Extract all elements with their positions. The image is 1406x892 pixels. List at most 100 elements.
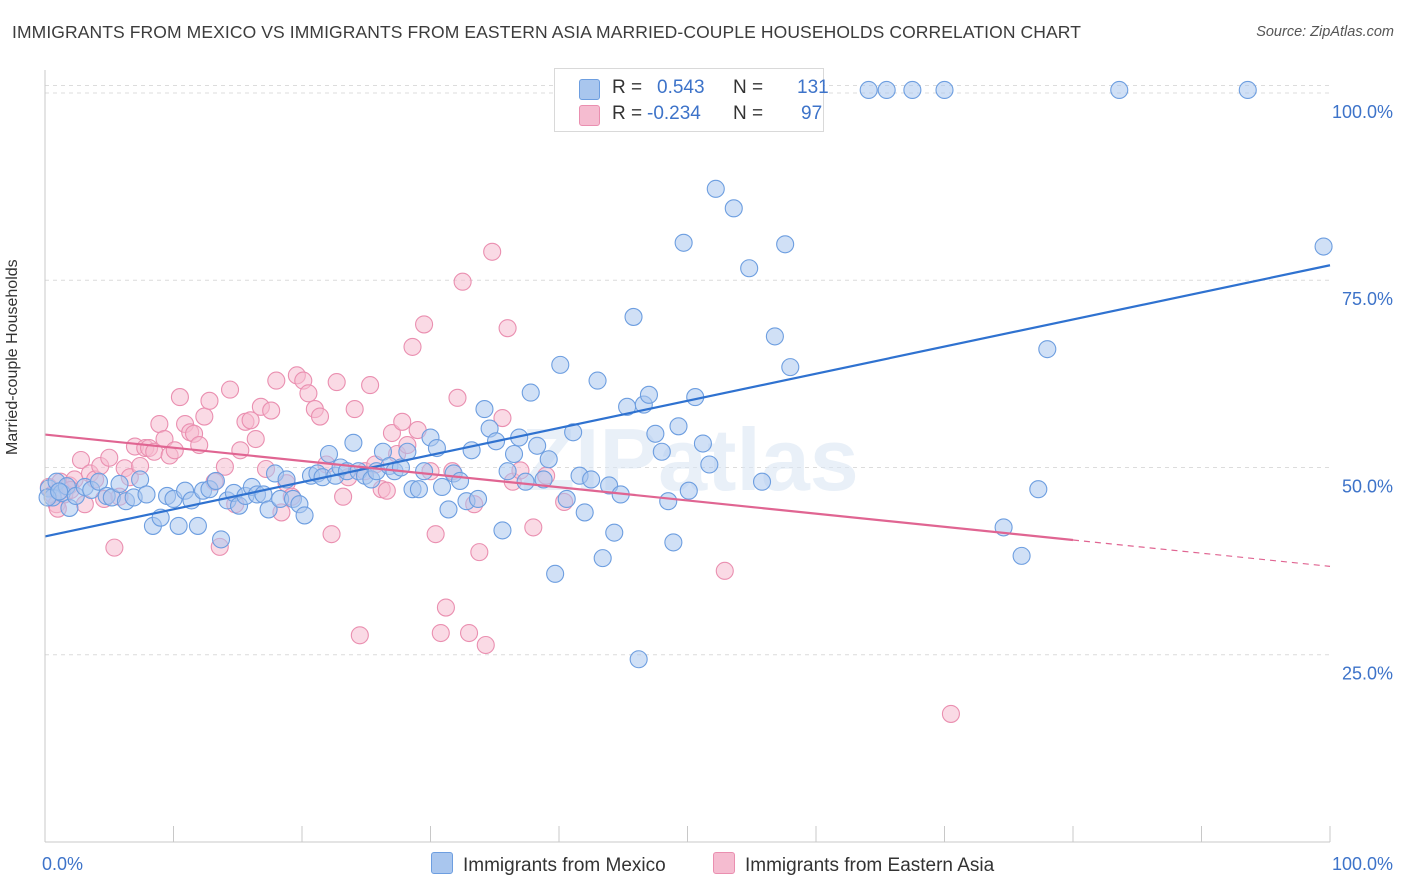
mexico-point: [498, 462, 517, 481]
eastern-asia-point: [459, 623, 479, 643]
mexico-point: [468, 489, 488, 508]
mexico-point: [877, 80, 896, 100]
eastern-asia-point: [241, 411, 260, 430]
mexico-point: [534, 470, 553, 489]
eastern-asia-point: [382, 423, 402, 443]
eastern-asia-point: [483, 242, 502, 261]
eastern-asia-point: [195, 407, 214, 426]
legend-n-label: N =: [733, 77, 764, 98]
y-tick-label: 100.0%: [1332, 102, 1393, 122]
y-tick-label: 25.0%: [1342, 664, 1393, 684]
mexico-point: [1012, 546, 1031, 565]
mexico-point: [605, 523, 624, 542]
eastern-asia-point: [262, 401, 281, 420]
mexico-point: [781, 358, 800, 377]
bottom-legend-label-mexico: Immigrants from Mexico: [463, 855, 666, 876]
eastern-asia-point: [299, 384, 318, 403]
source-credit: Source: ZipAtlas.com: [1256, 24, 1394, 40]
mexico-point: [295, 506, 314, 525]
mexico-point: [664, 533, 683, 552]
mexico-point: [110, 474, 129, 494]
bottom-legend-mexico: Immigrants from Mexico: [431, 852, 666, 877]
mexico-point: [1238, 80, 1257, 100]
eastern-asia-point: [267, 371, 286, 390]
eastern-asia-point: [393, 412, 412, 431]
mexico-point: [504, 444, 524, 464]
eastern-asia-point: [476, 635, 495, 655]
eastern-asia-point: [941, 704, 960, 723]
mexico-point: [521, 383, 540, 402]
eastern-asia-point: [361, 376, 380, 395]
eastern-asia-point: [715, 561, 734, 580]
pink-trend-line: [44, 433, 1074, 542]
mexico-point: [557, 489, 576, 508]
mexico-point: [624, 307, 643, 326]
mexico-point: [564, 423, 583, 442]
mexico-point: [551, 355, 570, 374]
mexico-point: [528, 436, 547, 455]
eastern-asia-point: [498, 319, 517, 338]
axes: 25.0% 50.0% 75.0% 100.0% 0.0% 100.0%: [42, 70, 1393, 874]
x-tick-label-min: 0.0%: [42, 854, 83, 874]
eastern-asia-point: [448, 388, 467, 407]
mexico-point: [693, 434, 712, 453]
legend: R = 0.543 N = 131 R = -0.234 N = 97: [554, 68, 829, 132]
mexico-point: [188, 516, 207, 535]
eastern-asia-point: [246, 429, 265, 449]
eastern-asia-point: [431, 623, 450, 643]
mexico-point: [206, 471, 225, 491]
pink-trend-extension: [1072, 539, 1331, 567]
mexico-point: [669, 417, 688, 436]
mexico-point: [575, 503, 594, 522]
grid-layer: [45, 84, 1330, 656]
mexico-point: [137, 485, 156, 504]
eastern-asia-point: [100, 448, 119, 467]
mexico-point: [935, 80, 954, 100]
chart-title: IMMIGRANTS FROM MEXICO VS IMMIGRANTS FRO…: [12, 22, 1081, 42]
mexico-point: [344, 433, 363, 452]
mexico-point: [674, 233, 693, 252]
mexico-point: [475, 400, 494, 419]
x-tick-label-max: 100.0%: [1332, 854, 1393, 874]
eastern-asia-point: [170, 388, 189, 407]
eastern-asia-point: [453, 272, 472, 291]
legend-n-value-eastern-asia: 97: [801, 103, 823, 124]
eastern-asia-point: [150, 414, 169, 434]
mexico-point: [679, 481, 698, 500]
bottom-legend-swatch-mexico: [431, 852, 453, 874]
mexico-point: [539, 450, 558, 469]
mexico-point: [903, 80, 922, 100]
eastern-asia-point: [327, 373, 346, 392]
mexico-point: [752, 472, 772, 491]
mexico-point: [740, 259, 759, 278]
legend-n-value-mexico: 131: [797, 77, 829, 98]
eastern-asia-point: [200, 391, 219, 410]
mexico-point: [582, 470, 601, 489]
mexico-point: [211, 530, 231, 549]
mexico-point: [776, 235, 795, 254]
blue-trend-line: [44, 264, 1331, 538]
mexico-point: [131, 470, 150, 489]
mexico-point: [646, 424, 665, 443]
eastern-asia-point: [377, 481, 396, 500]
y-tick-label: 75.0%: [1342, 289, 1393, 309]
eastern-asia-point: [345, 400, 364, 419]
mexico-point: [433, 477, 452, 497]
mexico-point: [765, 327, 784, 346]
eastern-asia-point: [310, 407, 330, 426]
legend-n-label: N =: [733, 103, 764, 124]
eastern-asia-point: [436, 598, 455, 617]
legend-swatch-mexico: [579, 79, 600, 100]
mexico-point: [724, 199, 743, 218]
mexico-point: [493, 521, 512, 540]
eastern-asia-point: [322, 525, 341, 544]
legend-r-label: R =: [612, 77, 643, 98]
mexico-point: [1110, 80, 1129, 100]
mexico-point: [659, 492, 678, 511]
legend-swatch-eastern-asia: [579, 105, 600, 126]
mexico-point: [259, 500, 278, 519]
mexico-point: [89, 472, 109, 491]
mexico-point: [700, 455, 719, 474]
mexico-point: [629, 650, 648, 669]
